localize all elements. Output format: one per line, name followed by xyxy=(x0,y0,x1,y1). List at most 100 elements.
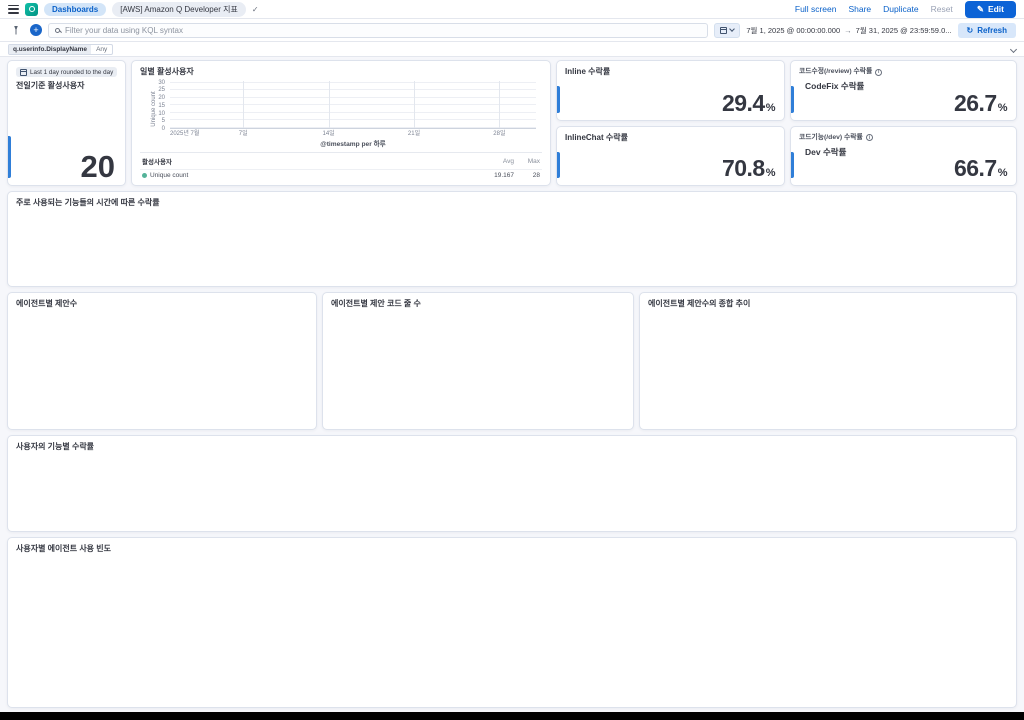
user-agent-usage-chart xyxy=(16,554,1008,701)
filter-field: q.userinfo.DisplayName xyxy=(9,44,92,54)
add-filter-button[interactable]: + xyxy=(30,24,42,36)
metric-column-right: 코드수정(/review) 수락률 i CodeFix 수락률 26.7% 코드기… xyxy=(790,60,1017,186)
metric-accent-bar xyxy=(8,136,11,178)
info-icon[interactable]: i xyxy=(865,134,873,141)
x-tick-label: 21일 xyxy=(407,131,421,137)
agent-suggestions-chart xyxy=(16,309,308,423)
reset-link[interactable]: Reset xyxy=(930,4,953,14)
nav-actions: Full screen Share Duplicate Reset ✎ Edit xyxy=(794,0,1016,18)
gridline xyxy=(170,119,536,121)
panel-agent-suggestions[interactable]: 에이전트별 제안수 xyxy=(7,292,317,430)
collapse-filters-icon[interactable] xyxy=(1009,45,1018,53)
panel-dev-acceptance[interactable]: 코드기능(/dev) 수락률 i Dev 수락률 66.7% xyxy=(790,125,1017,186)
panel-title: InlineChat 수락률 xyxy=(565,132,628,142)
metric-accent-bar xyxy=(791,151,794,178)
share-link[interactable]: Share xyxy=(848,4,872,14)
gridline-vertical xyxy=(328,81,330,128)
kql-search-input[interactable]: Filter your data using KQL syntax xyxy=(48,22,709,38)
panel-title: 사용자별 에이전트 사용 빈도 xyxy=(16,544,111,553)
panel-title: 주로 사용되는 기능들의 시간에 따른 수락률 xyxy=(16,198,160,207)
gridline xyxy=(170,96,536,98)
gridline-vertical xyxy=(414,81,415,128)
calendar-icon xyxy=(20,68,27,76)
top-navigation: Dashboards [AWS] Amazon Q Developer 지표 ✓… xyxy=(0,0,1024,19)
panel-inline-acceptance[interactable]: Inline 수락률 29.4% xyxy=(556,60,785,121)
funnel-icon xyxy=(14,25,18,35)
x-axis-title: @timestamp per 하루 xyxy=(320,141,386,148)
panel-title: 일별 활성사용자 xyxy=(140,67,194,76)
date-to[interactable]: 7월 31, 2025 @ 23:59:59.0... xyxy=(855,25,952,35)
agent-loc-chart xyxy=(331,309,625,423)
edit-button[interactable]: ✎ Edit xyxy=(964,0,1016,18)
x-tick-label: 14일 xyxy=(322,131,335,137)
panel-acceptance-over-time[interactable]: 주로 사용되는 기능들의 시간에 따른 수락률 xyxy=(7,191,1017,287)
query-bar: + Filter your data using KQL syntax 7월 1… xyxy=(0,19,1024,42)
x-tick-label: 28일 xyxy=(493,131,506,137)
metric-label: Dev 수락률 xyxy=(805,146,847,157)
metric-accent-bar xyxy=(557,151,560,178)
saved-query-icon[interactable] xyxy=(8,23,24,38)
breadcrumb-dashboards[interactable]: Dashboards xyxy=(44,2,107,16)
menu-icon[interactable] xyxy=(8,4,19,14)
plot-area xyxy=(170,81,536,129)
panel-codefix-acceptance[interactable]: 코드수정(/review) 수락률 i CodeFix 수락률 26.7% xyxy=(790,60,1017,121)
row-2: 주로 사용되는 기능들의 시간에 따른 수락률 xyxy=(7,191,1017,287)
panel-agent-loc[interactable]: 에이전트별 제안 코드 줄 수 xyxy=(322,292,634,430)
y-tick-label: 5 xyxy=(161,118,165,125)
metric-accent-bar xyxy=(791,86,794,113)
filter-bar: q.userinfo.DisplayName Any xyxy=(0,42,1024,57)
date-from[interactable]: 7월 1, 2025 @ 00:00:00.000 xyxy=(746,25,841,35)
panel-inlinechat-acceptance[interactable]: InlineChat 수락률 70.8% xyxy=(556,125,785,186)
breadcrumb-dashboard-title[interactable]: [AWS] Amazon Q Developer 지표 xyxy=(112,1,246,17)
filter-pill[interactable]: q.userinfo.DisplayName Any xyxy=(8,43,114,55)
time-override-badge[interactable]: Last 1 day rounded to the day xyxy=(16,67,118,77)
legend-item-unique-count[interactable]: Unique count 19.167 28 xyxy=(140,169,542,179)
app-logo[interactable] xyxy=(25,2,38,16)
panel-title: 코드수정(/review) 수락률 i xyxy=(799,67,1008,77)
refresh-icon: ↻ xyxy=(966,25,974,35)
search-placeholder: Filter your data using KQL syntax xyxy=(65,25,183,35)
chart-legend-table: 활성사용자 Avg Max Unique count 19.167 28 xyxy=(140,155,542,179)
metric-value: 29.4% xyxy=(721,89,776,116)
panel-user-acceptance[interactable]: 사용자의 기능별 수락률 xyxy=(7,435,1017,532)
x-tick-label: 2025년 7월 xyxy=(170,131,200,137)
info-icon[interactable]: i xyxy=(875,68,883,76)
gridline xyxy=(170,81,536,83)
chevron-down-icon xyxy=(729,26,736,32)
full-screen-link[interactable]: Full screen xyxy=(794,4,837,14)
pencil-icon: ✎ xyxy=(976,3,984,14)
row-5: 사용자별 에이전트 사용 빈도 xyxy=(7,537,1017,708)
legend-dot xyxy=(142,173,147,178)
panel-agent-trend[interactable]: 에이전트별 제안수의 종합 추이 xyxy=(639,292,1017,430)
legend-header: 활성사용자 Avg Max xyxy=(142,157,540,167)
panel-prev-day-active-users[interactable]: Last 1 day rounded to the day 전일기준 활성사용자… xyxy=(7,60,126,186)
y-tick-label: 15 xyxy=(158,102,165,109)
row-3: 에이전트별 제안수 에이전트별 제안 코드 줄 수 에이전트별 제안수의 종합 … xyxy=(7,292,1017,430)
daily-active-users-chart: Unique count 30 25 20 15 10 5 0 2025년 7월 7일 14일 21일… xyxy=(140,77,542,149)
metric-accent-bar xyxy=(557,86,560,113)
y-tick-label: 30 xyxy=(158,79,165,86)
metric-label: CodeFix 수락률 xyxy=(805,81,865,91)
refresh-button[interactable]: ↻ Refresh xyxy=(957,22,1016,38)
panel-title: Inline 수락률 xyxy=(565,67,611,76)
panel-daily-active-users[interactable]: 일별 활성사용자 Unique count 30 25 20 15 10 5 0 2025년 7… xyxy=(131,60,551,186)
gridline xyxy=(170,111,536,113)
panel-title: 전일기준 활성사용자 xyxy=(16,81,85,90)
panel-title: 코드기능(/dev) 수락률 i xyxy=(799,133,1008,143)
y-tick-label: 25 xyxy=(158,87,165,94)
duplicate-link[interactable]: Duplicate xyxy=(883,4,919,14)
filter-value: Any xyxy=(96,45,108,53)
y-tick-label: 20 xyxy=(158,95,165,102)
date-picker-button[interactable] xyxy=(714,22,741,38)
gridline xyxy=(170,104,536,106)
metric-value: 26.7% xyxy=(953,89,1008,116)
row-4: 사용자의 기능별 수락률 xyxy=(7,435,1017,532)
panel-title: 에이전트별 제안수의 종합 추이 xyxy=(648,299,751,308)
panel-user-agent-usage[interactable]: 사용자별 에이전트 사용 빈도 xyxy=(7,537,1017,708)
user-acceptance-chart xyxy=(16,452,1008,525)
metric-value: 20 xyxy=(80,149,115,184)
saved-check-icon: ✓ xyxy=(251,4,259,14)
panel-title: 사용자의 기능별 수락률 xyxy=(16,442,95,451)
date-range[interactable]: 7월 1, 2025 @ 00:00:00.000 → 7월 31, 2025 … xyxy=(746,25,951,36)
metric-value: 66.7% xyxy=(953,155,1008,181)
